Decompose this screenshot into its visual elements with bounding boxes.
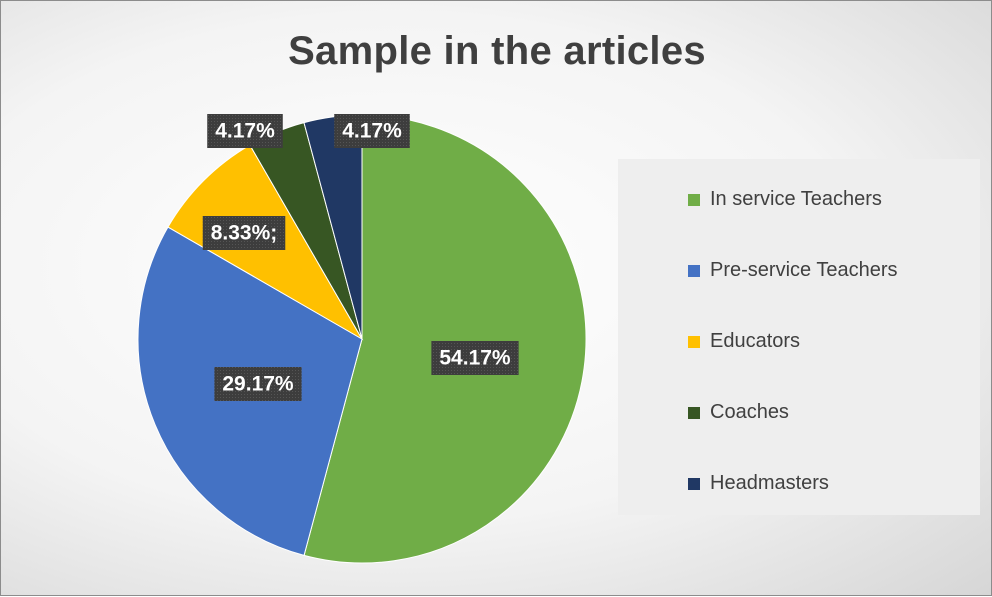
data-label-box xyxy=(214,367,302,401)
data-label-coaches: 4.17% xyxy=(207,114,283,148)
legend-item: Educators xyxy=(618,306,980,377)
data-label-box xyxy=(334,114,410,148)
data-label-box xyxy=(431,341,519,375)
data-label-text: 4.17% xyxy=(342,120,402,143)
data-label-headmasters: 4.17% xyxy=(334,114,410,148)
chart-title: Sample in the articles xyxy=(288,29,706,73)
data-label-educators: 8.33%; xyxy=(202,216,286,250)
chart-legend: In service Teachers Pre-service Teachers E… xyxy=(618,159,980,515)
pie-slice-in-service-teachers xyxy=(303,114,587,564)
legend-item: Headmasters xyxy=(618,448,980,519)
legend-swatch xyxy=(688,335,700,348)
data-label-text: 4.17% xyxy=(215,120,275,143)
data-label-box xyxy=(207,114,283,148)
data-label-text: 8.33%; xyxy=(211,222,278,245)
data-label-pre-service-teachers: 29.17% xyxy=(214,367,302,401)
legend-label: Pre-service Teachers xyxy=(710,259,898,281)
data-label-box xyxy=(202,216,286,250)
data-label-in-service-teachers: 54.17% xyxy=(431,341,519,375)
legend-item: Pre-service Teachers xyxy=(618,235,980,306)
legend-label: Coaches xyxy=(710,401,789,423)
legend-swatch xyxy=(688,406,700,419)
legend-item: Coaches xyxy=(618,377,980,448)
legend-label: Educators xyxy=(710,330,801,352)
data-label-text: 54.17% xyxy=(439,347,511,370)
legend-swatch xyxy=(688,193,700,206)
legend-label: Headmasters xyxy=(710,472,829,494)
legend-label: In service Teachers xyxy=(710,188,882,210)
data-label-text: 29.17% xyxy=(222,373,294,396)
legend-swatch xyxy=(688,477,700,490)
legend-swatch xyxy=(688,264,700,277)
legend-item: In service Teachers xyxy=(618,164,980,235)
